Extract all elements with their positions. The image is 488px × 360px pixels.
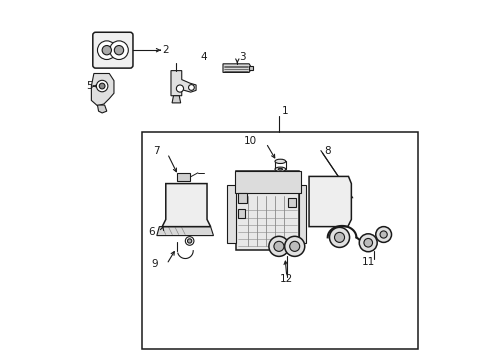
Circle shape <box>185 237 194 245</box>
Circle shape <box>289 241 299 251</box>
Text: 2: 2 <box>162 45 168 55</box>
Bar <box>227 185 236 243</box>
Ellipse shape <box>274 159 285 163</box>
Text: 9: 9 <box>151 259 158 269</box>
Bar <box>236 171 299 250</box>
Polygon shape <box>171 71 196 96</box>
Circle shape <box>359 234 376 252</box>
Text: 6: 6 <box>148 227 155 237</box>
Polygon shape <box>162 184 210 226</box>
Polygon shape <box>97 105 106 113</box>
Circle shape <box>99 83 105 89</box>
Circle shape <box>97 41 116 59</box>
Bar <box>177 173 190 181</box>
Circle shape <box>379 231 386 238</box>
Polygon shape <box>223 64 251 72</box>
Text: 1: 1 <box>282 106 288 116</box>
Circle shape <box>284 236 304 256</box>
Circle shape <box>176 85 183 92</box>
Bar <box>234 171 301 193</box>
Polygon shape <box>249 66 253 70</box>
Circle shape <box>187 239 191 243</box>
Circle shape <box>109 41 128 59</box>
Text: 3: 3 <box>239 52 245 62</box>
Text: 8: 8 <box>324 145 330 156</box>
FancyBboxPatch shape <box>93 32 133 68</box>
Text: 5: 5 <box>86 81 92 91</box>
Bar <box>299 185 306 243</box>
Text: 12: 12 <box>280 274 293 284</box>
Bar <box>238 209 245 218</box>
Polygon shape <box>157 226 213 235</box>
Circle shape <box>334 232 344 242</box>
Text: 4: 4 <box>200 52 206 62</box>
Ellipse shape <box>274 167 285 171</box>
Circle shape <box>268 236 288 256</box>
Text: 11: 11 <box>361 257 374 267</box>
Circle shape <box>363 238 372 247</box>
Circle shape <box>102 45 111 55</box>
Text: 10: 10 <box>244 136 257 146</box>
Polygon shape <box>91 73 114 106</box>
Text: 7: 7 <box>153 145 160 156</box>
Circle shape <box>375 226 391 242</box>
Polygon shape <box>308 176 351 226</box>
Bar <box>238 193 247 203</box>
Circle shape <box>96 80 108 92</box>
Circle shape <box>114 45 123 55</box>
Circle shape <box>188 85 194 90</box>
Ellipse shape <box>278 168 282 170</box>
Circle shape <box>273 241 284 251</box>
Bar <box>142 132 418 348</box>
Bar <box>288 198 295 207</box>
Circle shape <box>329 227 349 247</box>
Polygon shape <box>172 96 180 103</box>
